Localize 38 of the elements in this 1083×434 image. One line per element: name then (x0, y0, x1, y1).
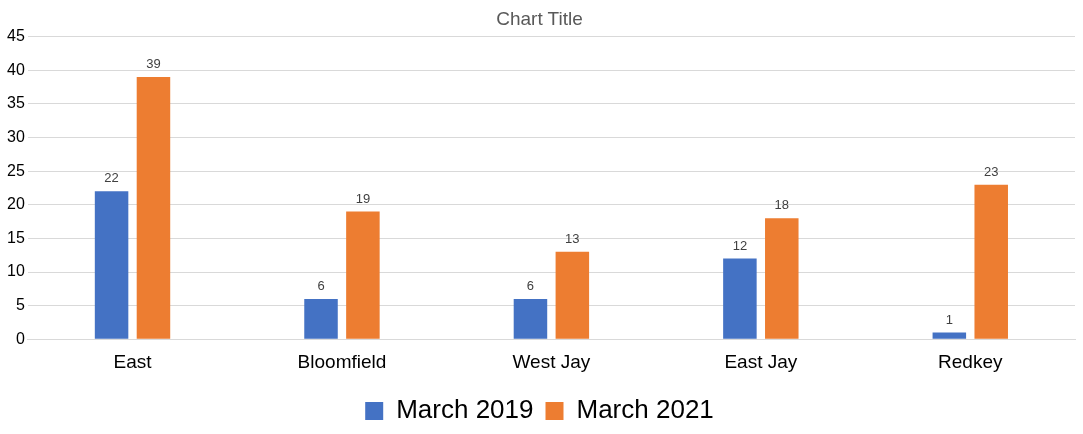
bar (723, 258, 757, 339)
y-tick-label: 30 (7, 128, 25, 146)
bar (932, 332, 967, 339)
data-label: 23 (983, 163, 999, 179)
data-label: 1 (945, 311, 953, 327)
bar (346, 211, 380, 339)
y-tick-label: 40 (7, 60, 25, 78)
legend-label: March 2019 (396, 394, 534, 425)
bar (765, 218, 799, 339)
y-tick-label: 15 (7, 228, 25, 246)
chart-title: Chart Title (496, 7, 583, 29)
bar (304, 298, 338, 339)
x-tick-label: East Jay (724, 350, 798, 372)
data-label: 6 (526, 277, 535, 293)
x-tick-label: West Jay (512, 350, 591, 372)
y-tick-label: 10 (7, 262, 25, 280)
bar (555, 251, 590, 339)
y-tick-label: 5 (15, 296, 25, 314)
data-label: 22 (104, 170, 119, 186)
y-tick-label: 35 (7, 94, 25, 112)
data-label: 13 (565, 230, 580, 246)
y-tick-label: 25 (7, 161, 25, 179)
x-tick-label: Bloomfield (297, 350, 387, 372)
bar (136, 77, 171, 339)
data-label: 39 (146, 56, 161, 72)
data-label: 18 (774, 197, 790, 213)
data-label: 19 (355, 190, 371, 206)
bar (974, 184, 1008, 339)
y-tick-label: 45 (7, 27, 25, 45)
data-label: 12 (732, 237, 748, 253)
y-tick-label: 20 (7, 195, 25, 213)
y-tick-label: 0 (15, 329, 25, 347)
x-tick-label: Redkey (938, 350, 1003, 372)
data-label: 6 (317, 277, 325, 293)
x-tick-label: East (113, 350, 153, 372)
legend-label: March 2021 (576, 394, 714, 425)
bar (513, 298, 548, 339)
bar (94, 191, 129, 339)
